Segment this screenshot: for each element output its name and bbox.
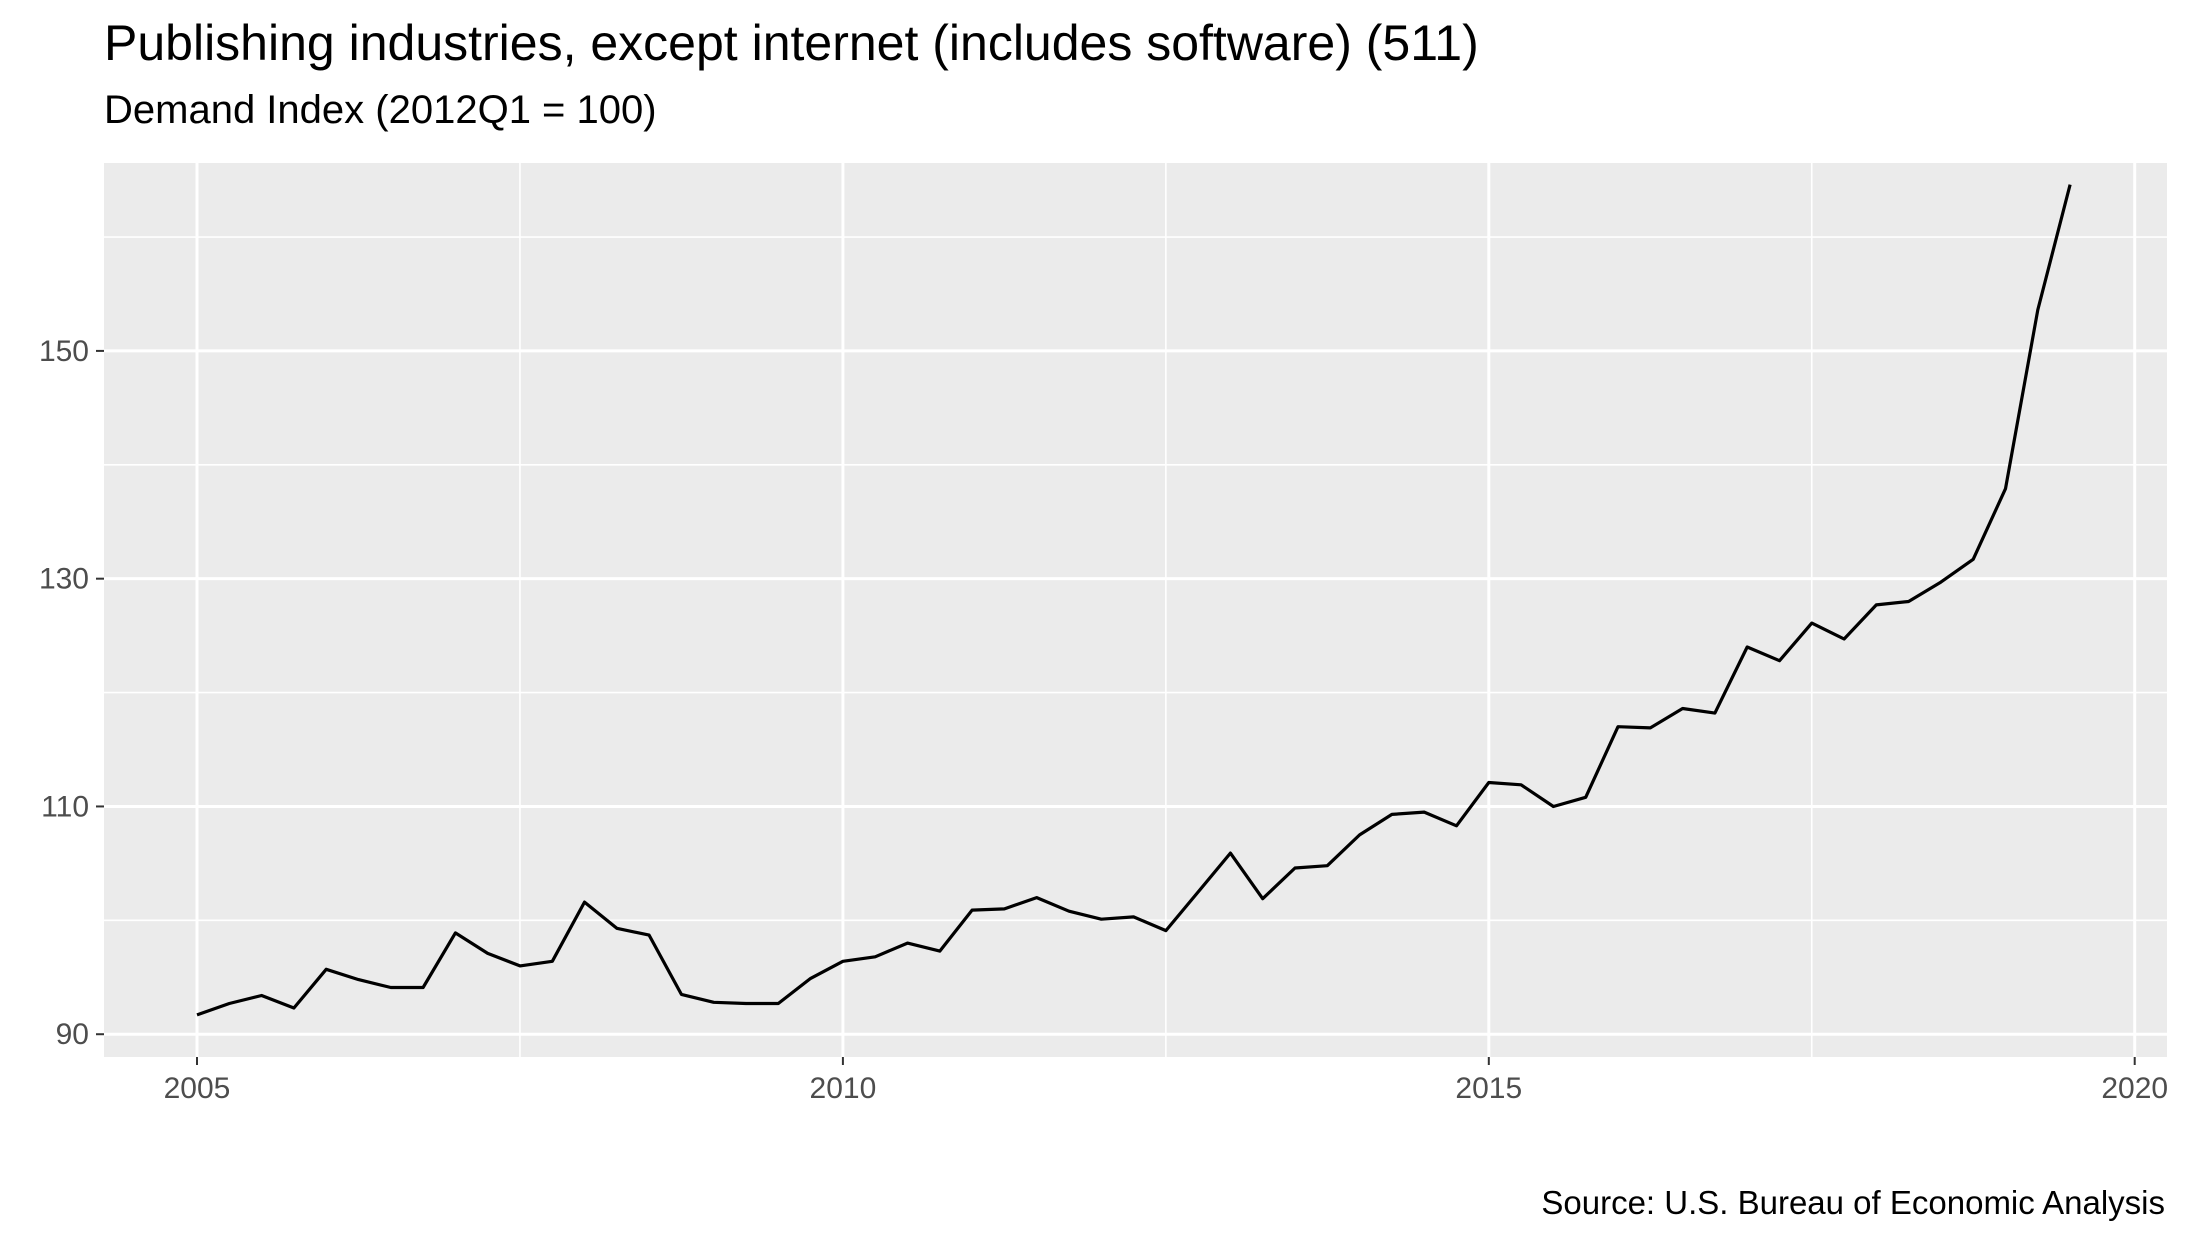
data-point [1648,726,1652,730]
series-line [196,184,2072,1017]
x-tick-label: 2010 [810,1072,877,1105]
data-point [1132,915,1136,919]
data-point [1551,805,1555,809]
data-point [1971,557,1975,561]
y-tick-label: 110 [41,790,89,823]
data-point [1164,929,1168,933]
data-point [583,900,587,904]
data-point [873,955,877,959]
data-point [227,1002,231,1006]
data-point [809,976,813,980]
data-point [1196,890,1200,894]
data-point [292,1006,296,1010]
data-point [1584,795,1588,799]
data-point [938,949,942,953]
data-point [195,1013,199,1017]
data-point [2036,308,2040,312]
y-tick-label: 90 [56,1018,89,1051]
data-point [841,959,845,963]
data-point [776,1002,780,1006]
chart-title: Publishing industries, except internet (… [104,15,1479,71]
data-point [260,994,264,998]
data-point [712,1000,716,1004]
data-point [1325,864,1329,868]
data-point [1778,659,1782,663]
data-point [1035,896,1039,900]
data-point [1810,621,1814,625]
data-point [1907,600,1911,604]
x-axis: 2005 2010 2015 2020 [164,1057,2168,1105]
y-tick-label: 150 [39,335,89,368]
data-point [486,951,490,955]
data-point [324,967,328,971]
chart-subtitle: Demand Index (2012Q1 = 100) [104,88,657,132]
data-point [2004,487,2008,491]
data-point [1616,725,1620,729]
data-point [389,986,393,990]
data-point [1745,645,1749,649]
x-tick-label: 2015 [1455,1072,1522,1105]
data-point [453,931,457,935]
y-axis: 90 110 130 150 [39,335,104,1051]
data-point [1681,707,1685,711]
x-tick-label: 2005 [164,1072,231,1105]
y-tick-label: 130 [39,563,89,596]
data-point [970,908,974,912]
data-point [744,1002,748,1006]
plot-panel [104,163,2167,1057]
data-point [518,964,522,968]
data-point [1939,580,1943,584]
data-point [647,933,651,937]
data-point [1842,637,1846,641]
data-point [1390,812,1394,816]
data-point [1455,824,1459,828]
data-point [1228,851,1232,855]
data-point [906,941,910,945]
data-point [1713,711,1717,715]
data-point [550,959,554,963]
data-point [679,992,683,996]
data-point [1519,783,1523,787]
data-point [1067,909,1071,913]
data-point [1358,833,1362,837]
data-point [1874,603,1878,607]
data-point [1487,781,1491,785]
chart-caption: Source: U.S. Bureau of Economic Analysis [1541,1184,2165,1221]
data-point [615,926,619,930]
data-point [2068,183,2072,187]
data-point [1099,917,1103,921]
x-tick-label: 2020 [2101,1072,2168,1105]
data-point [357,978,361,982]
data-point [1002,907,1006,911]
data-point [1261,897,1265,901]
data-point [1422,810,1426,814]
data-point [421,986,425,990]
data-point [1293,866,1297,870]
gridlines [104,163,2167,1057]
